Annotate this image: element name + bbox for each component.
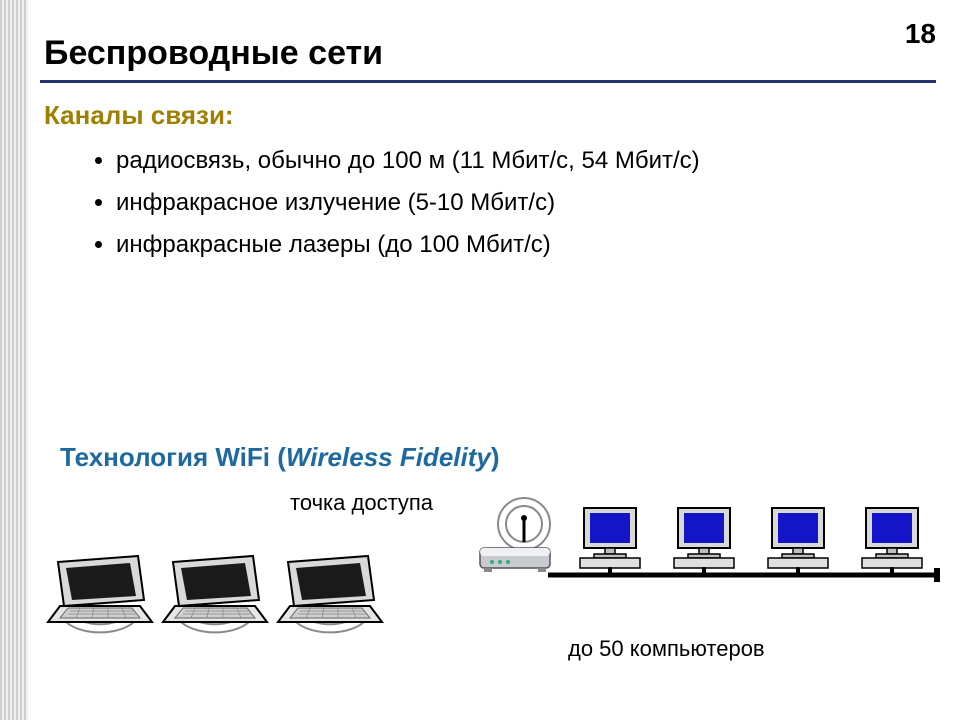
bullet-item: инфракрасное излучение (5-10 Мбит/с): [116, 182, 700, 224]
left-stripe: [0, 0, 28, 720]
network-diagram: [40, 470, 940, 650]
title-rule: [40, 80, 936, 83]
bullet-item: радиосвязь, обычно до 100 м (11 Мбит/с, …: [116, 140, 700, 182]
tech-italic: Wireless Fidelity: [286, 442, 491, 472]
tech-suffix: ): [491, 442, 500, 472]
desktop-icon: [768, 508, 828, 575]
bullet-list: радиосвязь, обычно до 100 м (11 Мбит/с, …: [100, 140, 700, 266]
cable-terminator: [934, 568, 940, 582]
laptop-icon: [163, 556, 267, 632]
slide-title: Беспроводные сети: [44, 34, 383, 73]
laptop-icon: [278, 556, 382, 632]
laptop-icon: [48, 556, 152, 632]
subheading: Каналы связи:: [44, 100, 234, 131]
desktop-icon: [580, 508, 640, 575]
desktop-icon: [862, 508, 922, 575]
tech-prefix: Технология WiFi (: [60, 442, 286, 472]
bullet-item: инфракрасные лазеры (до 100 Мбит/с): [116, 224, 700, 266]
page-number: 18: [905, 18, 936, 50]
access-point-icon: [480, 498, 550, 572]
footer-label: до 50 компьютеров: [568, 636, 765, 662]
tech-heading: Технология WiFi (Wireless Fidelity): [60, 442, 500, 473]
desktop-icon: [674, 508, 734, 575]
